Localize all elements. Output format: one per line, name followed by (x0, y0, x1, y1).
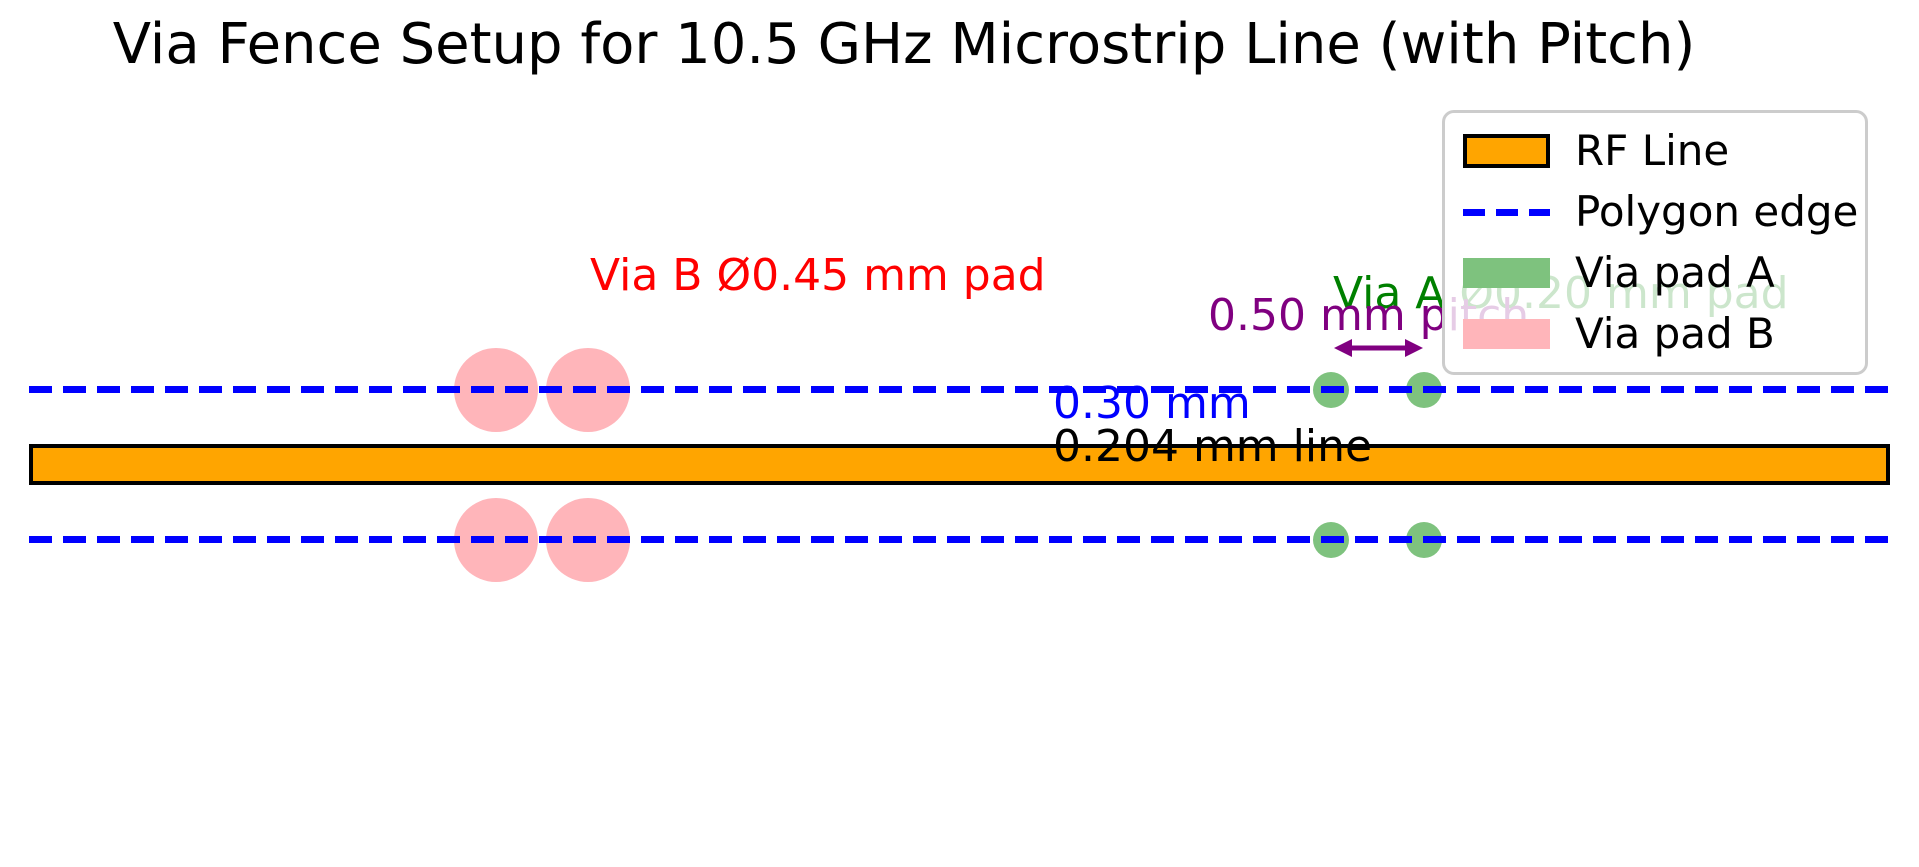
legend-label-rf-line: RF Line (1575, 126, 1730, 175)
rf-line-swatch-icon (1463, 134, 1550, 168)
figure-title: Via Fence Setup for 10.5 GHz Microstrip … (112, 12, 1696, 77)
legend-label-polygon-edge: Polygon edge (1575, 187, 1859, 236)
legend-row-via-pad-a: Via pad A (1463, 249, 1847, 297)
via-pad-a-swatch-icon (1463, 258, 1550, 288)
via-b-annotation: Via B Ø0.45 mm pad (590, 250, 1046, 301)
rf-line-bar (29, 444, 1890, 485)
line-width-annotation: 0.204 mm line (1053, 421, 1373, 472)
legend-label-via-pad-a: Via pad A (1575, 248, 1775, 297)
polygon-edge-bottom (29, 536, 1889, 543)
legend: RF Line Polygon edge Via pad A Via pad B (1442, 110, 1868, 375)
legend-label-via-pad-b: Via pad B (1575, 309, 1775, 358)
clearance-annotation: 0.30 mm (1053, 378, 1251, 429)
via-pad-b-swatch-icon (1463, 319, 1550, 349)
polygon-edge-swatch-icon (1463, 208, 1550, 216)
legend-row-via-pad-b: Via pad B (1463, 310, 1847, 358)
legend-row-rf-line: RF Line (1463, 127, 1847, 175)
legend-row-polygon-edge: Polygon edge (1463, 188, 1858, 236)
polygon-edge-top (29, 386, 1889, 393)
pitch-arrow-icon (1334, 339, 1423, 357)
